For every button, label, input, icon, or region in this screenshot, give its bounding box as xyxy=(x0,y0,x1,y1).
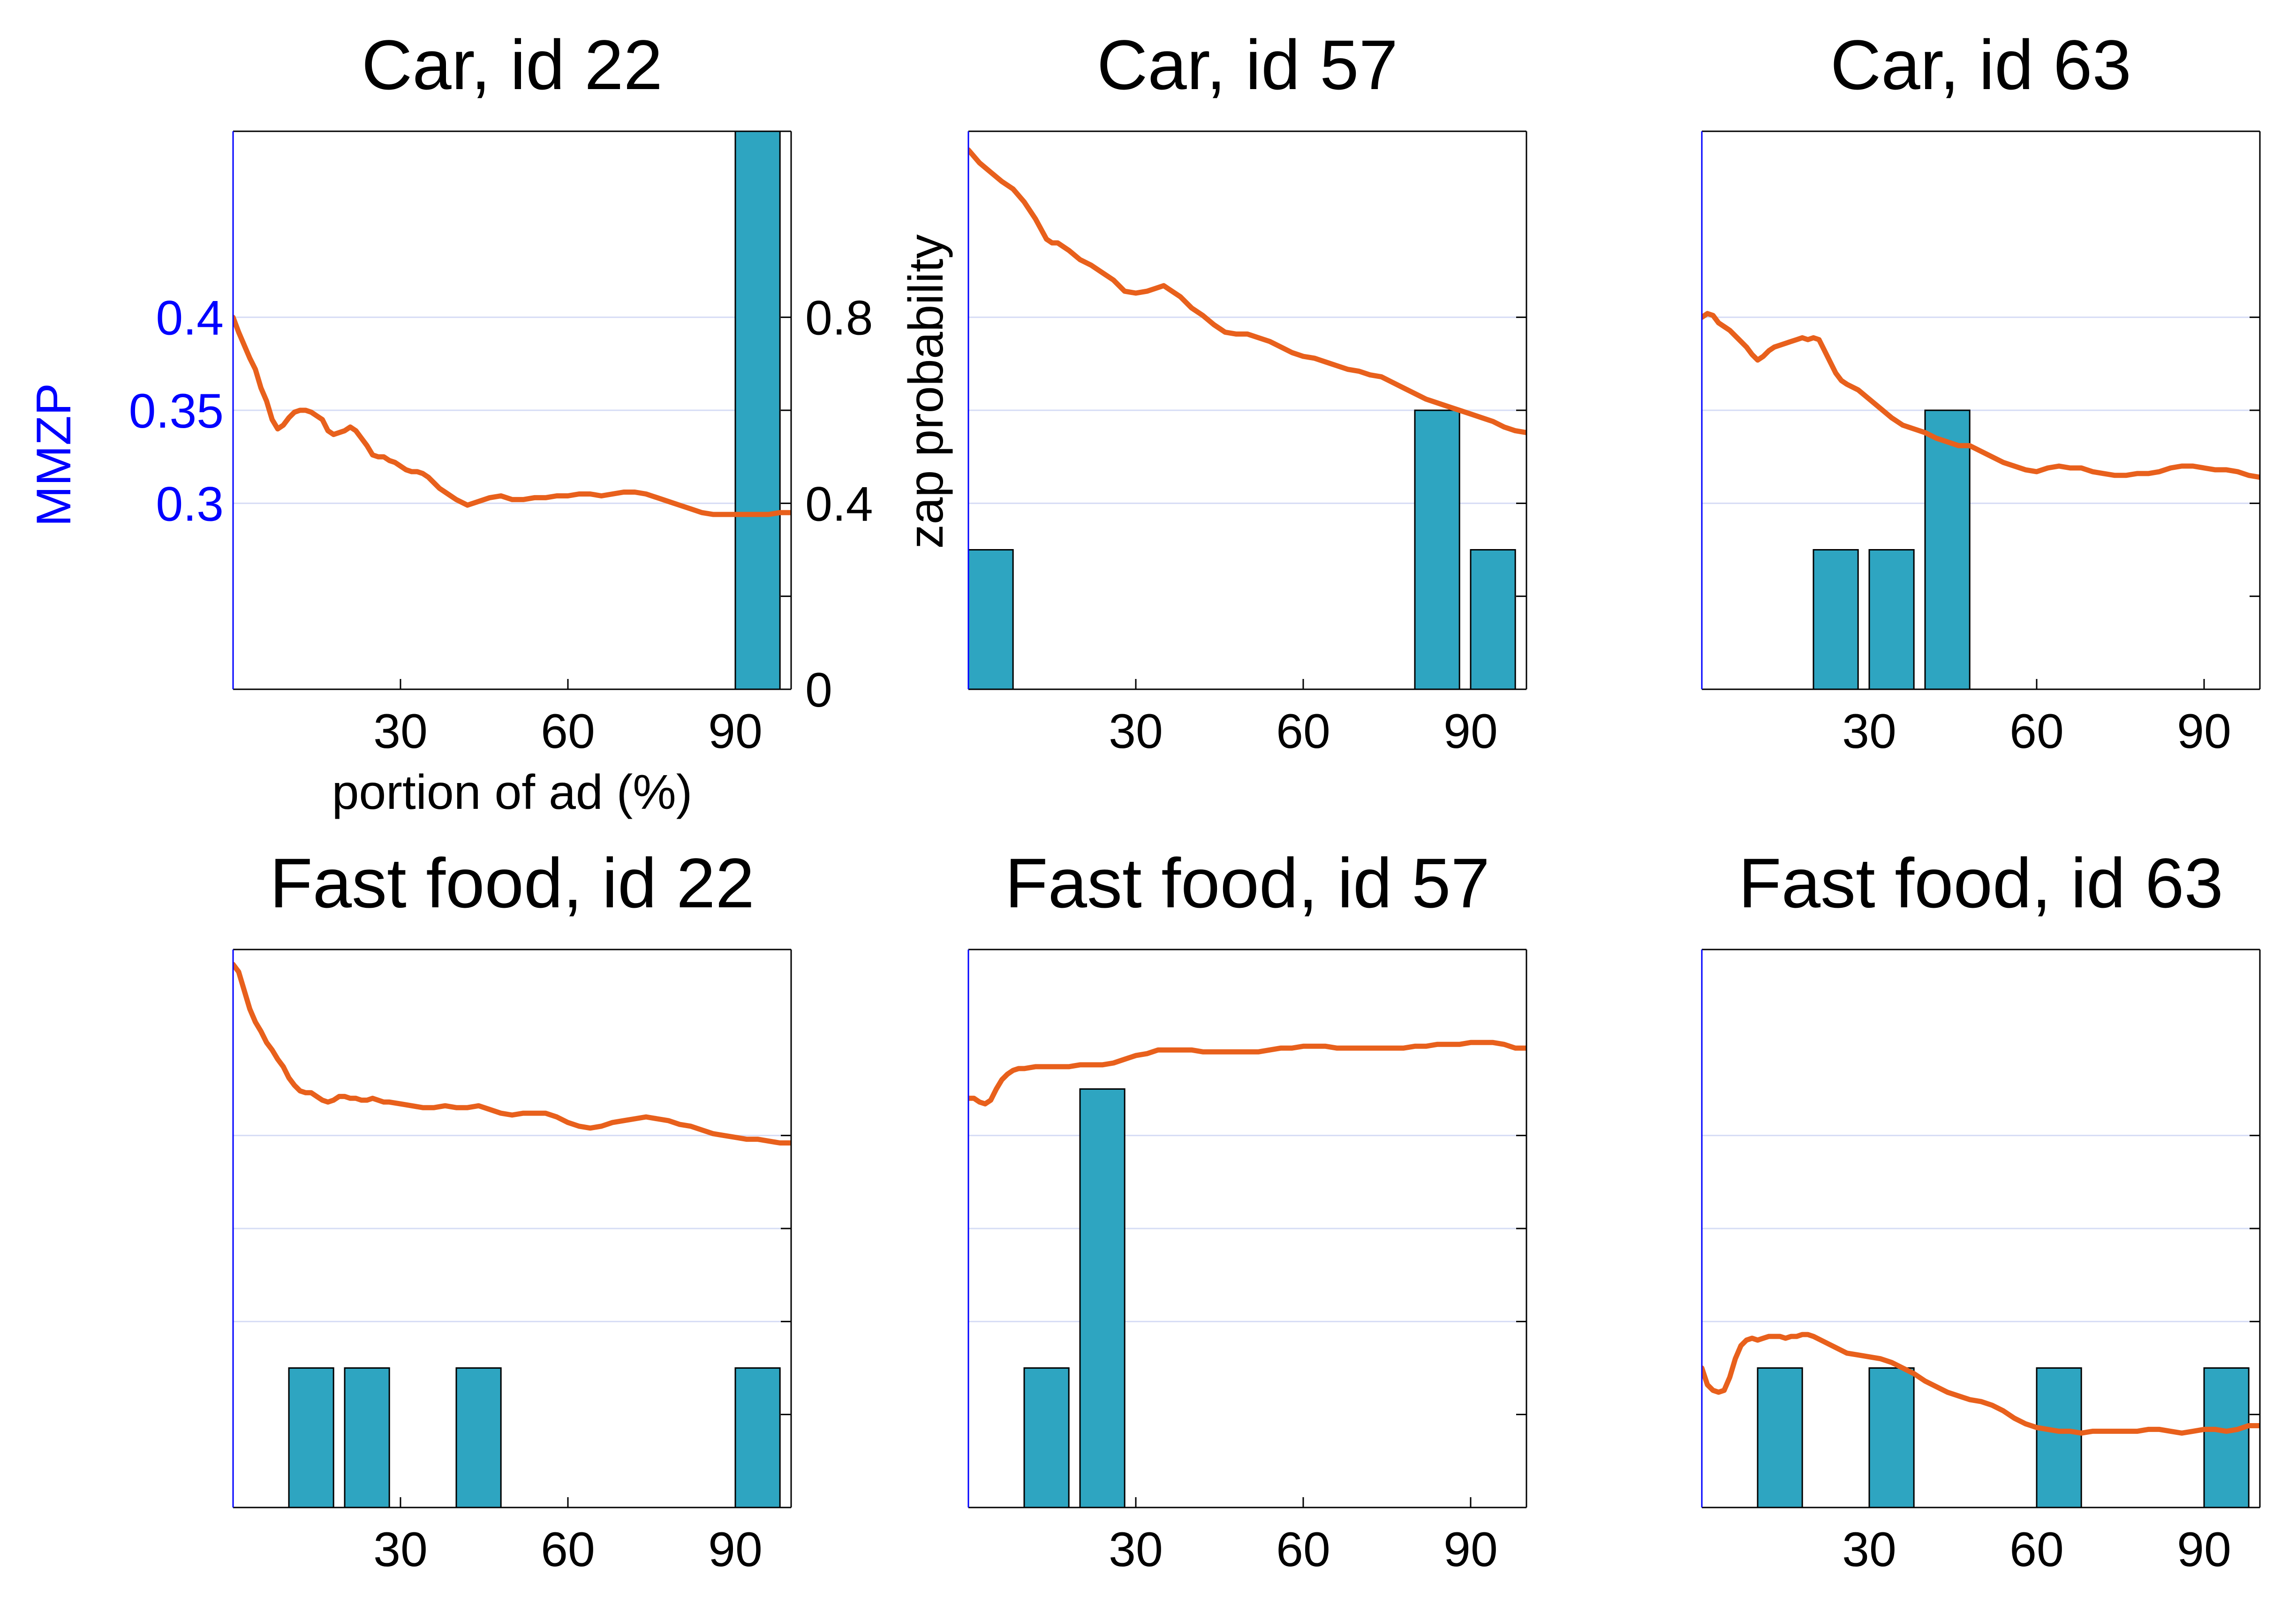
bars xyxy=(1023,1088,1125,1508)
bars xyxy=(968,409,1516,689)
x-tick-label: 90 xyxy=(1443,1523,1498,1577)
x-tick-label: 90 xyxy=(2177,704,2231,759)
zap-tick-label: 0.8 xyxy=(805,291,873,346)
panel-2: 30 60 90 Car, id 57 zap probability xyxy=(899,25,1527,759)
x-tick-label: 90 xyxy=(2177,1523,2231,1577)
bars xyxy=(1757,1367,2250,1508)
x-tick-label: 30 xyxy=(1109,704,1163,759)
mmzp-tick-label: 0.4 xyxy=(156,291,224,346)
mmzp-line xyxy=(1702,1332,2260,1436)
mmzp-tick-label: 0.35 xyxy=(129,384,224,438)
bars xyxy=(734,131,781,689)
x-tick-label: 60 xyxy=(2009,1523,2064,1577)
bar xyxy=(288,1367,334,1508)
bar xyxy=(968,549,1014,689)
mmzp-axis-label: MMZP xyxy=(27,383,81,527)
x-tick-label: 60 xyxy=(541,1523,595,1577)
bar xyxy=(734,1367,781,1508)
bar xyxy=(344,1367,390,1508)
x-axis-label: portion of ad (%) xyxy=(332,765,693,820)
x-tick-label: 60 xyxy=(2009,704,2064,759)
bars xyxy=(288,1367,781,1508)
bar xyxy=(1023,1367,1070,1508)
bar xyxy=(734,131,781,689)
x-tick-label: 30 xyxy=(1109,1523,1163,1577)
bar xyxy=(1924,409,1971,689)
mmzp-line xyxy=(968,1040,1526,1107)
panel-1: 30 60 90 0 0.4 0.8 0.3 0.35 0.4 Car, id 22 portion… xyxy=(27,25,873,820)
x-tick-label: 30 xyxy=(373,704,428,759)
bar xyxy=(1414,409,1460,689)
bar xyxy=(1813,549,1859,689)
panel-3: 30 60 90 Car, id 63 xyxy=(1701,25,2261,759)
bar xyxy=(2036,1367,2082,1508)
mmzp-line xyxy=(233,962,791,1146)
bar xyxy=(1868,549,1915,689)
bar xyxy=(1079,1088,1125,1508)
x-tick-label: 60 xyxy=(541,704,595,759)
x-tick-label: 60 xyxy=(1276,1523,1330,1577)
x-tick-label: 30 xyxy=(373,1523,428,1577)
bars xyxy=(1813,409,1971,689)
bar xyxy=(1757,1367,1803,1508)
x-tick-label: 30 xyxy=(1842,704,1896,759)
x-tick-label: 60 xyxy=(1276,704,1330,759)
panel-6: 30 60 90 Fast food, id 63 xyxy=(1701,844,2261,1577)
zap-tick-label: 0 xyxy=(805,663,832,717)
bar xyxy=(1470,549,1516,689)
mmzp-line xyxy=(968,147,1526,436)
panel-5: 30 60 90 Fast food, id 57 xyxy=(967,844,1527,1577)
panel-title: Fast food, id 22 xyxy=(270,844,755,922)
x-tick-label: 90 xyxy=(1443,704,1498,759)
panel-4: 30 60 90 Fast food, id 22 xyxy=(232,844,792,1577)
zap-axis-label: zap probability xyxy=(899,234,953,549)
mmzp-tick-label: 0.3 xyxy=(156,477,224,531)
panel-title: Car, id 57 xyxy=(1097,25,1398,104)
mmzp-line xyxy=(1702,311,2260,480)
x-tick-label: 30 xyxy=(1842,1523,1896,1577)
panel-title: Car, id 22 xyxy=(362,25,663,104)
panel-title: Car, id 63 xyxy=(1830,25,2131,104)
x-tick-label: 90 xyxy=(708,704,763,759)
bar xyxy=(455,1367,502,1508)
x-tick-label: 90 xyxy=(708,1523,763,1577)
panel-title: Fast food, id 57 xyxy=(1005,844,1490,922)
zap-tick-label: 0.4 xyxy=(805,477,873,531)
panel-title: Fast food, id 63 xyxy=(1738,844,2223,922)
bar xyxy=(1868,1367,1915,1508)
bar xyxy=(2203,1367,2250,1508)
mmzp-line xyxy=(233,315,791,517)
